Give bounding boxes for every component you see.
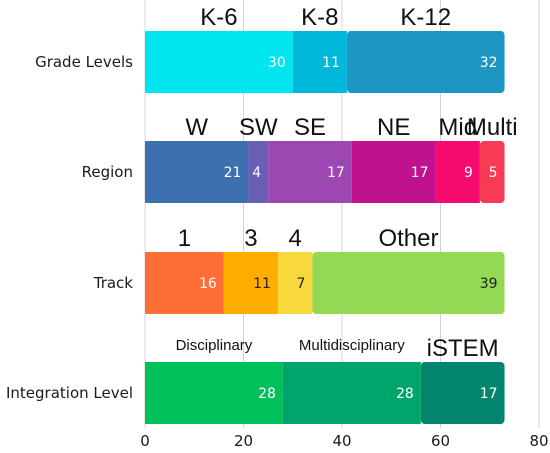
x-tick-label: 40 bbox=[332, 432, 351, 450]
bar-segment bbox=[277, 252, 313, 314]
data-label: 17 bbox=[411, 165, 429, 181]
row-label: Track bbox=[93, 274, 134, 292]
row-label: Grade Levels bbox=[35, 53, 133, 71]
bar-segment bbox=[145, 141, 249, 203]
data-label: 11 bbox=[253, 276, 271, 292]
data-label: 28 bbox=[396, 386, 414, 402]
segment-label: Multidisciplinary bbox=[299, 337, 405, 354]
segment-label: K-6 bbox=[200, 4, 237, 31]
row-label: Integration Level bbox=[6, 384, 133, 402]
segment-label: K-12 bbox=[400, 4, 451, 31]
row-label: Region bbox=[82, 163, 133, 181]
x-tick-label: 80 bbox=[529, 432, 548, 450]
data-label: 28 bbox=[258, 386, 276, 402]
bar-segment bbox=[282, 362, 421, 424]
data-label: 17 bbox=[327, 165, 345, 181]
bar-segment bbox=[435, 141, 480, 203]
bar-segment bbox=[248, 141, 269, 203]
segment-label: W bbox=[185, 114, 208, 141]
data-label: 5 bbox=[489, 165, 498, 181]
x-tick-label: 60 bbox=[431, 432, 450, 450]
data-label: 21 bbox=[224, 165, 242, 181]
bar-segment bbox=[145, 31, 293, 93]
segment-label: SE bbox=[294, 114, 326, 141]
data-label: 7 bbox=[297, 276, 306, 292]
bar-segment bbox=[145, 252, 224, 314]
segment-label: Multi bbox=[467, 114, 518, 141]
bar-segment bbox=[292, 31, 347, 93]
bar-segment bbox=[479, 141, 505, 203]
segment-label: iSTEM bbox=[427, 335, 499, 362]
data-label: 9 bbox=[464, 165, 473, 181]
x-tick-label: 0 bbox=[140, 432, 150, 450]
data-label: 4 bbox=[252, 165, 261, 181]
segment-label: 1 bbox=[178, 225, 191, 252]
bar-segment bbox=[351, 141, 436, 203]
segment-label: 3 bbox=[244, 225, 257, 252]
bar-segment bbox=[346, 31, 505, 93]
segment-label: Other bbox=[378, 225, 438, 252]
segment-label: NE bbox=[377, 114, 410, 141]
data-label: 16 bbox=[199, 276, 217, 292]
bar-segment bbox=[420, 362, 505, 424]
bar-segment bbox=[223, 252, 278, 314]
x-tick-label: 20 bbox=[234, 432, 253, 450]
bar-segment bbox=[312, 252, 505, 314]
bar-segment bbox=[268, 141, 352, 203]
bar-segment bbox=[145, 362, 283, 424]
data-label: 17 bbox=[480, 386, 498, 402]
segment-label: Mid bbox=[438, 114, 477, 141]
segment-label: K-8 bbox=[301, 4, 338, 31]
segment-label: Disciplinary bbox=[176, 337, 253, 354]
data-label: 30 bbox=[268, 55, 286, 71]
data-label: 32 bbox=[480, 55, 498, 71]
data-label: 11 bbox=[322, 55, 340, 71]
segment-label: SW bbox=[239, 114, 278, 141]
segment-label: 4 bbox=[289, 225, 302, 252]
data-label: 39 bbox=[480, 276, 498, 292]
